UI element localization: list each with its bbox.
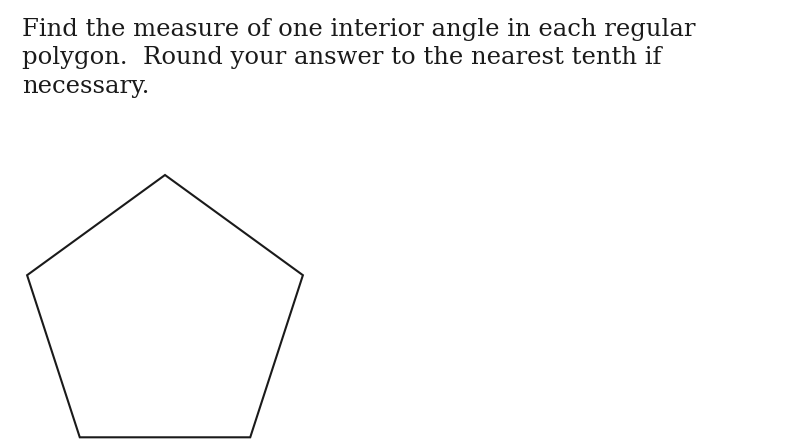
Text: Find the measure of one interior angle in each regular
polygon.  Round your answ: Find the measure of one interior angle i… — [22, 18, 695, 98]
Polygon shape — [27, 175, 303, 437]
